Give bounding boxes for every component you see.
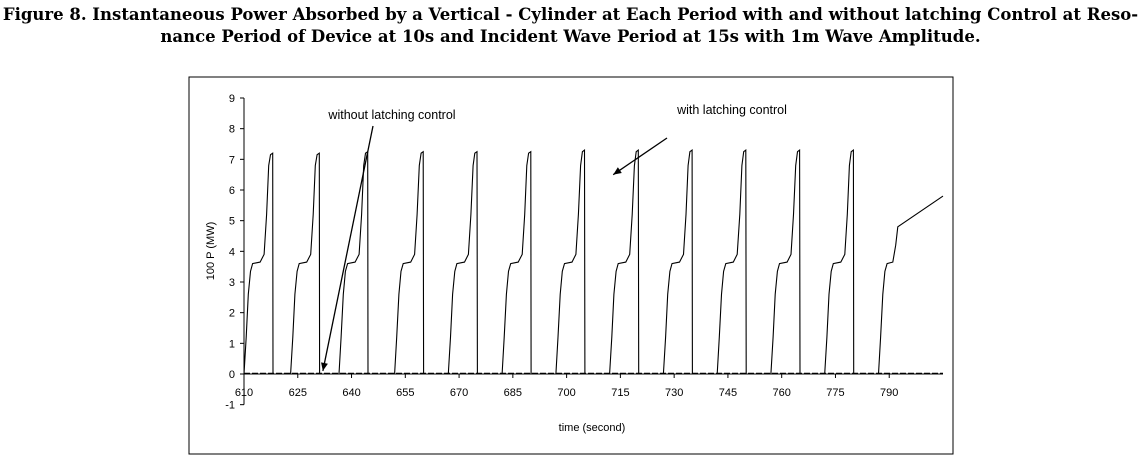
y-tick-label: 1 [229, 338, 235, 350]
y-axis-label: 100 P (MW) [205, 222, 217, 280]
figure-caption: Figure 8. Instantaneous Power Absorbed b… [0, 4, 1141, 48]
x-tick-label: 640 [342, 387, 360, 399]
annotation-arrow-line [612, 137, 668, 176]
x-tick-label: 670 [450, 387, 468, 399]
x-axis-label: time (second) [559, 422, 626, 434]
plot-area: -1 0 1 2 3 4 5 6 7 8 9 610 625 640 655 670 685 700 715 730 7… [225, 93, 944, 412]
x-tick-label: 730 [665, 387, 683, 399]
y-tick-label: 5 [229, 216, 235, 228]
caption-line-1: Figure 8. Instantaneous Power Absorbed b… [2, 5, 1139, 24]
y-tick-label: 6 [229, 185, 235, 197]
x-tick-label: 655 [396, 387, 414, 399]
annotation-arrowhead [613, 167, 622, 175]
annotation-arrow-line [322, 125, 374, 372]
x-tick-label: 685 [504, 387, 522, 399]
y-tick-label: 7 [229, 154, 235, 166]
series-with-latching-line [243, 148, 944, 375]
y-tick-label: 0 [229, 369, 235, 381]
x-tick-label: 715 [611, 387, 629, 399]
x-tick-label: 790 [880, 387, 898, 399]
x-tick-label: 700 [557, 387, 575, 399]
y-tick-label: 2 [229, 308, 235, 320]
annotation-arrowhead [321, 362, 328, 371]
x-tick-label: 625 [289, 387, 307, 399]
y-tick-label: 4 [229, 246, 235, 258]
y-tick-label: 9 [229, 93, 235, 105]
x-tick-label: 775 [826, 387, 844, 399]
y-tick-label: 3 [229, 277, 235, 289]
x-tick-label: 745 [719, 387, 737, 399]
chart-frame [188, 76, 954, 455]
y-tick-label: -1 [225, 400, 235, 412]
x-tick-label: 760 [773, 387, 791, 399]
annotation-label: with latching control [676, 103, 787, 117]
x-tick-label: 610 [235, 387, 253, 399]
y-tick-label: 8 [229, 124, 235, 136]
annotation-label: without latching control [327, 108, 455, 122]
caption-line-2: nance Period of Device at 10s and Incide… [160, 27, 981, 46]
